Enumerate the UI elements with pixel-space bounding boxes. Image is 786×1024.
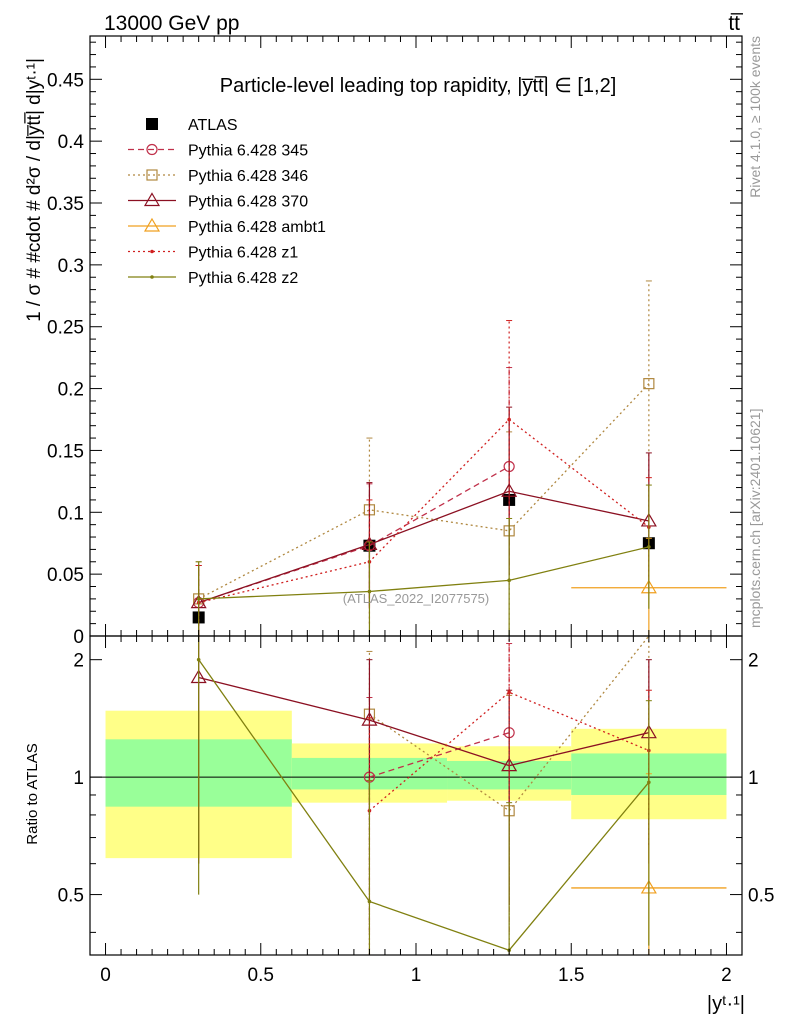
ratio-y-tick-label: 1 xyxy=(73,768,84,789)
main-series-line xyxy=(198,383,650,600)
legend: ATLAS Pythia 6.428 345 Pythia 6.428 346 Pyt… xyxy=(128,117,326,287)
legend-marker xyxy=(143,192,161,207)
main-title: Particle-level leading top rapidity, |y̅… xyxy=(220,75,617,97)
watermark: (ATLAS_2022_I2077575) xyxy=(343,591,489,606)
legend-item: ATLAS xyxy=(146,117,238,134)
ratio-series-line xyxy=(369,635,650,812)
ratio-series-layer xyxy=(190,635,727,955)
ratio-data-point xyxy=(196,657,201,662)
ratio-y-label: Ratio to ATLAS xyxy=(24,743,41,844)
main-series-line xyxy=(198,490,649,604)
main-data-point xyxy=(367,589,372,594)
ratio-series-line xyxy=(369,691,650,812)
main-y-tick-label: 0.1 xyxy=(58,503,84,524)
main-y-tick-label: 0.05 xyxy=(47,565,84,586)
ratio-y-tick-label: 0.5 xyxy=(58,886,84,907)
rivet-label: Rivet 4.1.0, ≥ 100k events xyxy=(747,36,763,198)
x-tick-label: 2 xyxy=(721,965,732,986)
main-data-point xyxy=(196,597,201,601)
legend-label: Pythia 6.428 z2 xyxy=(188,270,298,287)
main-data-point xyxy=(643,378,655,390)
ratio-series-line xyxy=(198,676,650,767)
legend-label: ATLAS xyxy=(188,117,238,134)
main-data-point xyxy=(507,578,511,583)
main-y-tick-label: 0 xyxy=(73,627,84,648)
ratio-series-line xyxy=(369,732,510,778)
main-data-point xyxy=(501,483,518,497)
main-y-tick-label: 0.45 xyxy=(47,70,84,91)
x-tick-label: 1 xyxy=(411,965,422,986)
ratio-data-point xyxy=(647,780,651,785)
axes-layer: 0 0.05 0.1 0.15 0.2 0.25 0.3 0.35 0.4 0.45 0.5 0.5 1… xyxy=(47,35,774,986)
header-left: 13000 GeV pp xyxy=(104,12,239,35)
main-data-point xyxy=(647,545,651,549)
legend-label: Pythia 6.428 ambt1 xyxy=(188,219,326,236)
header-right: tt̅ xyxy=(728,12,744,35)
main-series-layer xyxy=(190,280,727,636)
x-tick-label: 1.5 xyxy=(558,965,584,986)
ratio-series-line xyxy=(198,659,650,951)
main-series-line xyxy=(198,465,510,604)
x-axis-label: |yᵗ·¹| xyxy=(707,993,745,1015)
main-y-tick-label: 0.15 xyxy=(47,441,84,462)
ratio-data-point xyxy=(367,899,372,904)
legend-marker xyxy=(146,143,158,156)
main-series-pythia-6-428-z1 xyxy=(195,320,652,636)
legend-item: Pythia 6.428 370 xyxy=(128,192,308,211)
legend-item: Pythia 6.428 346 xyxy=(128,168,308,185)
ratio-y-tick-label-right: 1 xyxy=(748,768,759,789)
legend-item: Pythia 6.428 345 xyxy=(128,143,308,160)
ratio-data-point xyxy=(507,690,511,695)
main-y-tick-label: 0.25 xyxy=(47,318,84,339)
ratio-y-tick-label: 2 xyxy=(73,651,84,672)
ratio-y-tick-label-right: 0.5 xyxy=(748,886,774,907)
main-y-tick-label: 0.3 xyxy=(58,256,84,277)
legend-marker xyxy=(146,169,158,181)
legend-item: Pythia 6.428 z1 xyxy=(128,245,298,262)
mcplots-label: mcplots.cern.ch [arXiv:2401.10621] xyxy=(747,409,763,628)
main-y-tick-label: 0.35 xyxy=(47,194,84,215)
main-y-tick-label: 0.4 xyxy=(58,132,85,153)
legend-marker xyxy=(150,275,154,279)
legend-label: Pythia 6.428 346 xyxy=(188,168,308,185)
main-data-point xyxy=(507,417,511,422)
x-tick-label: 0 xyxy=(100,965,111,986)
legend-item: Pythia 6.428 z2 xyxy=(128,270,298,287)
x-tick-label: 0.5 xyxy=(248,965,274,986)
main-series-pythia-6-428-z2 xyxy=(195,484,652,636)
legend-label: Pythia 6.428 345 xyxy=(188,143,308,160)
legend-marker xyxy=(143,217,161,232)
legend-item: Pythia 6.428 ambt1 xyxy=(128,217,326,236)
legend-marker xyxy=(150,249,154,254)
legend-label: Pythia 6.428 370 xyxy=(188,194,308,211)
legend-label: Pythia 6.428 z1 xyxy=(188,245,298,262)
ratio-data-point xyxy=(361,711,378,726)
ratio-y-tick-label-right: 2 xyxy=(748,651,759,672)
legend-marker xyxy=(146,118,158,130)
main-series-pythia-6-428-346 xyxy=(193,280,655,636)
main-series-line xyxy=(198,546,650,600)
main-series-line xyxy=(198,418,650,604)
main-y-label: 1 / σ # #cdot # d²σ / d|y̅tt̅| d|yᵗ·¹| xyxy=(24,58,45,322)
ratio-series-pythia-6-428-z2 xyxy=(195,635,652,955)
main-y-tick-label: 0.2 xyxy=(58,380,84,401)
